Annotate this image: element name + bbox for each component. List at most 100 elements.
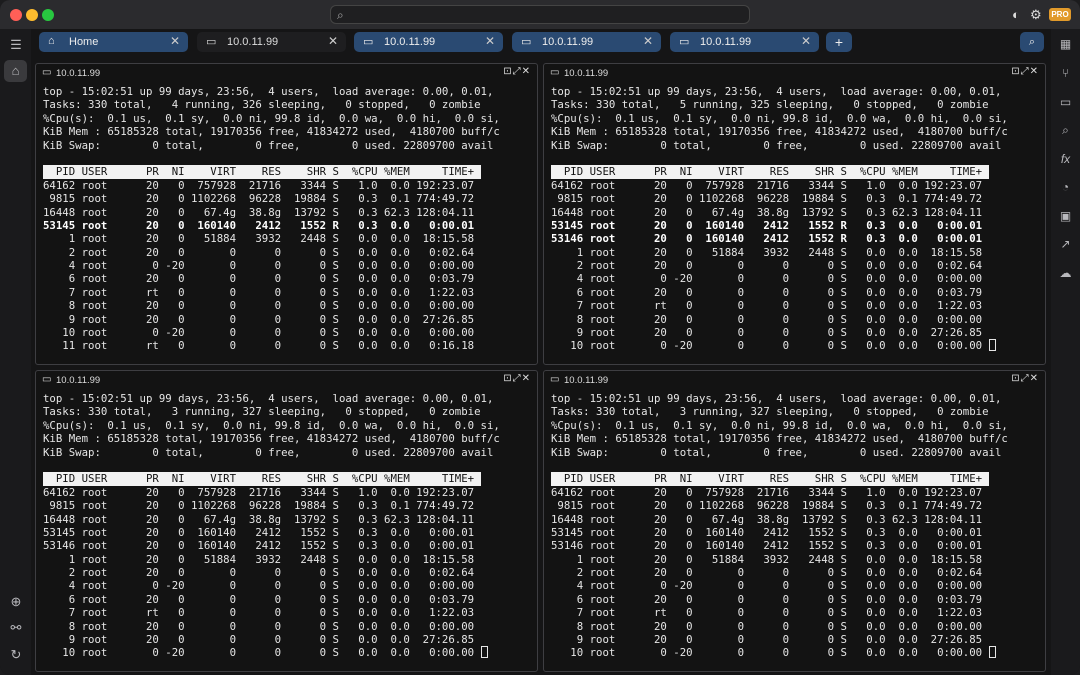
process-row: 16448 root 20 0 67.4g 38.8g 13792 S 0.3 … — [551, 513, 1008, 526]
process-row-text: 9 root 20 0 0 0 0 S 0.0 0.0 27:26.85 — [551, 633, 983, 647]
summary-line: KiB Mem : 65185328 total, 19170356 free,… — [551, 125, 1008, 139]
process-row-text: 6 root 20 0 0 0 0 S 0.0 0.0 0:03.79 — [43, 592, 475, 606]
link-out-icon[interactable]: ↗ — [1060, 237, 1071, 251]
process-row: 8 root 20 0 0 0 0 S 0.0 0.0 0:00.00 — [43, 299, 500, 312]
terminal-icon: ▭ — [42, 67, 52, 78]
search-bar[interactable]: ⌕ — [330, 5, 750, 24]
process-row-text: 4 root 0 -20 0 0 0 S 0.0 0.0 0:00.00 — [43, 579, 475, 593]
process-row-text: 64162 root 20 0 757928 21716 3344 S 1.0 … — [43, 178, 475, 192]
tab-search-button[interactable]: ⌕ — [1020, 32, 1044, 52]
process-row-text: 8 root 20 0 0 0 0 S 0.0 0.0 0:00.00 — [551, 619, 983, 633]
add-tab-button[interactable]: + — [826, 32, 852, 52]
tab-session[interactable]: ▭ 10.0.11.99 ✕ — [670, 32, 819, 52]
process-row-text: 64162 root 20 0 757928 21716 3344 S 1.0 … — [43, 485, 475, 499]
terminal-cursor — [988, 339, 996, 352]
tab-session[interactable]: ▭ 10.0.11.99 ✕ — [197, 32, 346, 52]
process-row: 6 root 20 0 0 0 0 S 0.0 0.0 0:03.79 — [551, 286, 1008, 299]
gear-icon[interactable]: ⚙ — [1030, 7, 1042, 22]
terminal-pane[interactable]: ▭ 10.0.11.99 ⊡⤢✕ top - 15:02:51 up 99 days,… — [35, 370, 538, 672]
summary-line: Tasks: 330 total, 4 running, 326 sleepin… — [43, 98, 481, 112]
add-circle-icon[interactable]: ⊕ — [10, 594, 22, 609]
list-icon[interactable]: ☰ — [10, 37, 22, 52]
process-row: 1 root 20 0 51884 3932 2448 S 0.0 0.0 18… — [43, 553, 500, 566]
terminal-pane[interactable]: ▭ 10.0.11.99 ⊡⤢✕ top - 15:02:51 up 99 days,… — [543, 370, 1046, 672]
terminal-icon: ▭ — [363, 36, 374, 48]
shield-icon[interactable]: ◐ — [1012, 7, 1020, 22]
tab-home[interactable]: ⌂ Home ✕ — [39, 32, 188, 52]
close-icon[interactable]: ✕ — [169, 34, 180, 48]
process-row-text: 53145 root 20 0 160140 2412 1552 S 0.3 0… — [43, 525, 475, 539]
cloud-upload-icon[interactable]: ☁ — [1059, 266, 1072, 280]
pro-badge[interactable]: PRO — [1049, 8, 1071, 21]
pane-header: ▭ 10.0.11.99 ⊡⤢✕ — [36, 64, 537, 84]
home-icon[interactable]: ⌂ — [4, 60, 27, 82]
summary-line: KiB Mem : 65185328 total, 19170356 free,… — [43, 432, 500, 446]
pane-header: ▭ 10.0.11.99 ⊡⤢✕ — [544, 371, 1045, 391]
pane-title: 10.0.11.99 — [564, 68, 609, 79]
pane-controls[interactable]: ⊡⤢✕ — [1011, 66, 1039, 77]
terminal-icon: ▭ — [679, 36, 690, 48]
tab-session[interactable]: ▭ 10.0.11.99 ✕ — [354, 32, 503, 52]
search-icon[interactable]: ⌕ — [1062, 123, 1069, 137]
tab-label: Home — [69, 36, 99, 48]
pie-chart-icon[interactable]: ◔ — [1061, 180, 1070, 194]
process-row-text: 53146 root 20 0 160140 2412 1552 S 0.3 0… — [43, 539, 475, 553]
refresh-icon[interactable]: ↻ — [10, 647, 22, 662]
pane-controls[interactable]: ⊡⤢✕ — [1011, 373, 1039, 384]
process-row-text: 2 root 20 0 0 0 0 S 0.0 0.0 0:02.64 — [43, 566, 475, 580]
fork-icon[interactable]: ⑂ — [1061, 66, 1070, 80]
process-row-text: 8 root 20 0 0 0 0 S 0.0 0.0 0:00.00 — [43, 299, 475, 313]
folder-icon[interactable]: ▭ — [1059, 95, 1072, 109]
process-row: 9 root 20 0 0 0 0 S 0.0 0.0 27:26.85 — [43, 633, 500, 646]
unlink-icon[interactable]: ⚯ — [10, 620, 22, 635]
right-sidebar: ▦ ⑂ ▭ ⌕ fx ◔ ▣ ↗ ☁ — [1051, 29, 1080, 675]
process-row-text: 9 root 20 0 0 0 0 S 0.0 0.0 27:26.85 — [43, 312, 475, 326]
process-row-text: 7 root rt 0 0 0 0 S 0.0 0.0 1:22.03 — [551, 606, 983, 620]
process-row: 9 root 20 0 0 0 0 S 0.0 0.0 27:26.85 — [43, 313, 500, 326]
process-row: 53145 root 20 0 160140 2412 1552 S 0.3 0… — [43, 526, 500, 539]
process-row: 53145 root 20 0 160140 2412 1552 R 0.3 0… — [551, 219, 1008, 232]
process-row-text: 8 root 20 0 0 0 0 S 0.0 0.0 0:00.00 — [551, 312, 983, 326]
process-row: 6 root 20 0 0 0 0 S 0.0 0.0 0:03.79 — [43, 593, 500, 606]
summary-line: %Cpu(s): 0.1 us, 0.1 sy, 0.0 ni, 99.8 id… — [43, 418, 500, 432]
process-row: 7 root rt 0 0 0 0 S 0.0 0.0 1:22.03 — [43, 286, 500, 299]
process-table-header: PID USER PR NI VIRT RES SHR S %CPU %MEM … — [551, 165, 989, 179]
pane-controls[interactable]: ⊡⤢✕ — [503, 66, 531, 77]
process-row: 7 root rt 0 0 0 0 S 0.0 0.0 1:22.03 — [43, 606, 500, 619]
process-row-text: 4 root 0 -20 0 0 0 S 0.0 0.0 0:00.00 — [551, 579, 983, 593]
terminal-cursor — [988, 646, 996, 659]
toolbox-icon[interactable]: ▣ — [1059, 209, 1072, 223]
process-row: 11 root rt 0 0 0 0 S 0.0 0.0 0:16.18 — [43, 339, 500, 352]
summary-line: top - 15:02:51 up 99 days, 23:56, 4 user… — [551, 392, 1002, 405]
maximize-window-button[interactable] — [42, 9, 54, 21]
terminal-pane[interactable]: ▭ 10.0.11.99 ⊡⤢✕ top - 15:02:51 up 99 days,… — [543, 63, 1046, 365]
close-icon[interactable]: ✕ — [800, 34, 811, 48]
terminal-pane[interactable]: ▭ 10.0.11.99 ⊡⤢✕ top - 15:02:51 up 99 days,… — [35, 63, 538, 365]
tab-session[interactable]: ▭ 10.0.11.99 ✕ — [512, 32, 661, 52]
process-row: 53146 root 20 0 160140 2412 1552 S 0.3 0… — [551, 539, 1008, 552]
process-row-text: 1 root 20 0 51884 3932 2448 S 0.0 0.0 18… — [43, 232, 475, 246]
pane-controls[interactable]: ⊡⤢✕ — [503, 373, 531, 384]
left-sidebar: ☰ ⌂ ⊕ ⚯ ↻ — [0, 29, 31, 675]
fx-icon[interactable]: fx — [1060, 152, 1071, 166]
home-icon: ⌂ — [48, 35, 55, 47]
close-icon[interactable]: ✕ — [484, 34, 495, 48]
grid-icon[interactable]: ▦ — [1059, 37, 1072, 51]
minimize-window-button[interactable] — [26, 9, 38, 21]
close-icon[interactable]: ✕ — [327, 34, 338, 48]
process-row-text: 4 root 0 -20 0 0 0 S 0.0 0.0 0:00.00 — [551, 272, 983, 286]
process-row: 53145 root 20 0 160140 2412 1552 S 0.3 0… — [551, 526, 1008, 539]
search-icon: ⌕ — [1028, 36, 1036, 48]
summary-line: KiB Swap: 0 total, 0 free, 0 used. 22809… — [43, 138, 494, 152]
process-row: 9815 root 20 0 1102268 96228 19884 S 0.3… — [43, 192, 500, 205]
close-window-button[interactable] — [10, 9, 22, 21]
process-row: 8 root 20 0 0 0 0 S 0.0 0.0 0:00.00 — [551, 620, 1008, 633]
process-row: 16448 root 20 0 67.4g 38.8g 13792 S 0.3 … — [43, 513, 500, 526]
process-row: 9815 root 20 0 1102268 96228 19884 S 0.3… — [43, 499, 500, 512]
process-row: 9815 root 20 0 1102268 96228 19884 S 0.3… — [551, 192, 1008, 205]
close-icon[interactable]: ✕ — [642, 34, 653, 48]
process-row-text: 2 root 20 0 0 0 0 S 0.0 0.0 0:02.64 — [43, 245, 475, 259]
process-row-text: 6 root 20 0 0 0 0 S 0.0 0.0 0:03.79 — [551, 592, 983, 606]
process-header-line: PID USER PR NI VIRT RES SHR S %CPU %MEM … — [43, 472, 500, 486]
